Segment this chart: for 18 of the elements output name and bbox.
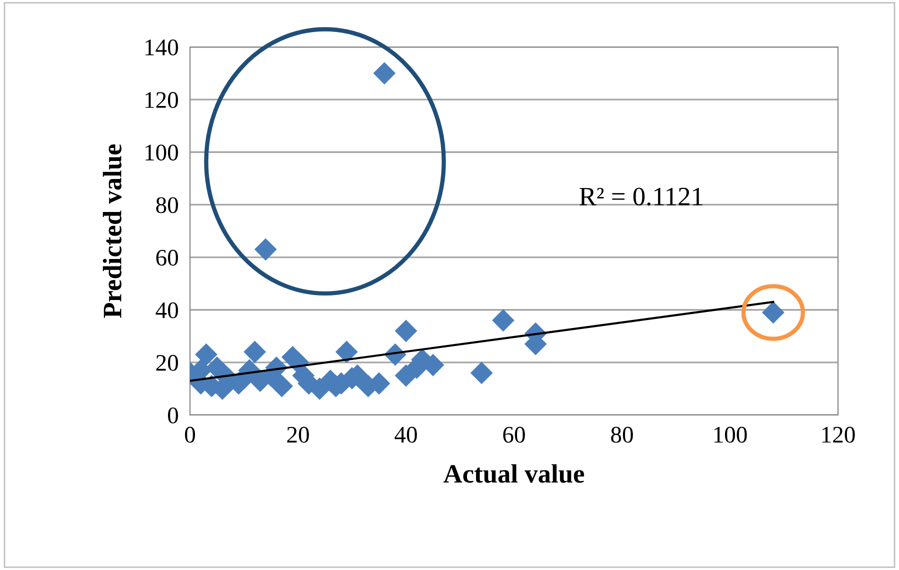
y-tick-label: 80 — [156, 197, 178, 214]
y-tick-label: 40 — [156, 302, 178, 318]
y-tick-label: 60 — [156, 250, 178, 266]
y-tick-label: 140 — [146, 39, 178, 56]
y-tick-label: 100 — [146, 144, 178, 161]
x-tick-label: 120 — [822, 426, 855, 443]
x-tick-label: 0 — [184, 426, 196, 443]
x-tick-label: 60 — [503, 426, 525, 443]
x-tick-label: 40 — [394, 426, 417, 443]
y-tick-label: 120 — [146, 92, 178, 108]
annotation: R² = 0.1121 — [580, 188, 702, 206]
x-axis-title: Actual value — [444, 464, 584, 483]
x-tick-label: 20 — [287, 426, 309, 443]
y-axis-title: Predicted value — [102, 144, 122, 318]
x-tick-label: 100 — [714, 426, 747, 443]
y-tick-label: 20 — [156, 354, 178, 371]
x-tick-label: 80 — [611, 426, 633, 443]
y-tick-label: 0 — [168, 407, 178, 424]
